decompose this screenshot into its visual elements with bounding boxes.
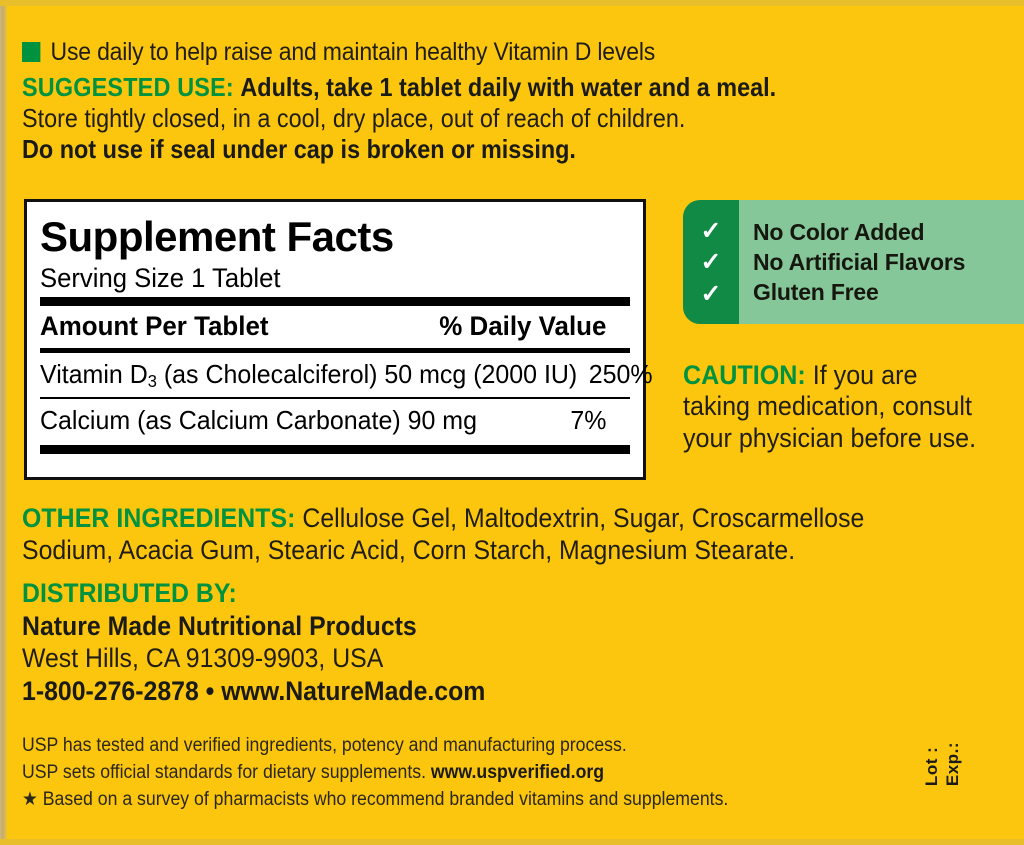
suggested-use-label: SUGGESTED USE:	[22, 72, 234, 102]
package-bottom-edge	[0, 839, 1024, 845]
suggested-use-value: Adults, take 1 tablet daily with water a…	[240, 72, 777, 102]
fine-print-block: USP has tested and verified ingredients,…	[22, 733, 902, 814]
product-claims-badge: ✓ ✓ ✓ No Color Added No Artificial Flavo…	[683, 200, 1024, 324]
facts-row-vitamin-d3: Vitamin D3 (as Cholecalciferol) 50 mcg (…	[40, 353, 653, 397]
benefit-claim-row: Use daily to help raise and maintain hea…	[22, 38, 703, 66]
distributor-company: Nature Made Nutritional Products	[22, 610, 417, 641]
subscript-3: 3	[147, 371, 157, 391]
other-ingredients-block: OTHER INGREDIENTS: Cellulose Gel, Maltod…	[22, 502, 882, 567]
storage-instructions: Store tightly closed, in a cool, dry pla…	[22, 102, 686, 133]
distributed-by-label: DISTRIBUTED BY:	[22, 578, 237, 608]
seal-warning: Do not use if seal under cap is broken o…	[22, 133, 576, 164]
badge-text-panel: No Color Added No Artificial Flavors Glu…	[739, 200, 1024, 324]
suggested-use-row: SUGGESTED USE: Adults, take 1 tablet dai…	[22, 72, 776, 103]
checkmark-icon: ✓	[700, 279, 722, 308]
benefit-claim-text: Use daily to help raise and maintain hea…	[50, 38, 656, 66]
checkmark-icon: ✓	[700, 248, 722, 277]
distributor-address: West Hills, CA 91309-9903, USA	[22, 643, 384, 674]
facts-nutrient-name-vitamin-d3: Vitamin D3 (as Cholecalciferol) 50 mcg (…	[40, 359, 578, 391]
facts-rule-under-header	[40, 348, 630, 354]
supplement-facts-title: Supplement Facts	[40, 213, 394, 260]
badge-item-gluten-free: Gluten Free	[753, 278, 879, 305]
lot-exp-block: Lot : Exp.:	[922, 742, 963, 786]
pharmacist-survey-footnote: ★ Based on a survey of pharmacists who r…	[22, 788, 729, 810]
usp-standards-text: USP sets official standards for dietary …	[22, 761, 431, 783]
claims-block: Use daily to help raise and maintain hea…	[22, 38, 776, 165]
supplement-facts-panel: Supplement Facts Serving Size 1 Tablet A…	[24, 199, 653, 480]
facts-rule-thick-bottom	[40, 445, 630, 455]
distributor-contact[interactable]: 1-800-276-2878 • www.NatureMade.com	[22, 675, 486, 706]
caution-block: CAUTION: If you are taking medication, c…	[683, 360, 990, 454]
caution-label: CAUTION:	[683, 360, 806, 390]
badge-item-no-color-added: No Color Added	[753, 219, 925, 246]
facts-row-calcium: Calcium (as Calcium Carbonate) 90 mg 7%	[40, 399, 606, 443]
checkmark-icon: ✓	[700, 216, 722, 245]
package-top-edge	[0, 0, 1024, 6]
facts-rule-thick-top	[40, 297, 630, 307]
lot-label: Lot :	[922, 746, 941, 787]
green-square-bullet-icon	[22, 42, 41, 62]
other-ingredients-text: Cellulose Gel, Maltodextrin, Sugar, Cros…	[22, 503, 865, 566]
badge-item-no-artificial-flavors: No Artificial Flavors	[753, 249, 966, 276]
caution-text: If you are taking medication, consult yo…	[683, 360, 977, 453]
facts-nutrient-name-calcium: Calcium (as Calcium Carbonate) 90 mg	[40, 405, 477, 436]
package-left-edge	[0, 0, 7, 845]
badge-check-strip: ✓ ✓ ✓	[683, 200, 739, 324]
facts-daily-value-vitamin-d3: 250%	[588, 359, 653, 390]
facts-column-header-row: Amount Per Tablet % Daily Value	[40, 306, 606, 348]
exp-label: Exp.:	[943, 742, 962, 787]
facts-daily-value-calcium: 7%	[570, 405, 607, 436]
facts-rule-between-rows	[40, 397, 630, 400]
usp-verified-line-1: USP has tested and verified ingredients,…	[22, 735, 627, 756]
serving-size: Serving Size 1 Tablet	[40, 263, 281, 293]
usp-verified-url[interactable]: www.uspverified.org	[430, 761, 605, 783]
other-ingredients-label: OTHER INGREDIENTS:	[22, 503, 296, 533]
distributed-by-block: DISTRIBUTED BY: Nature Made Nutritional …	[22, 578, 622, 708]
facts-header-amount: Amount Per Tablet	[40, 311, 269, 342]
facts-header-daily-value: % Daily Value	[439, 311, 607, 342]
usp-verified-line-2: USP sets official standards for dietary …	[22, 760, 840, 787]
